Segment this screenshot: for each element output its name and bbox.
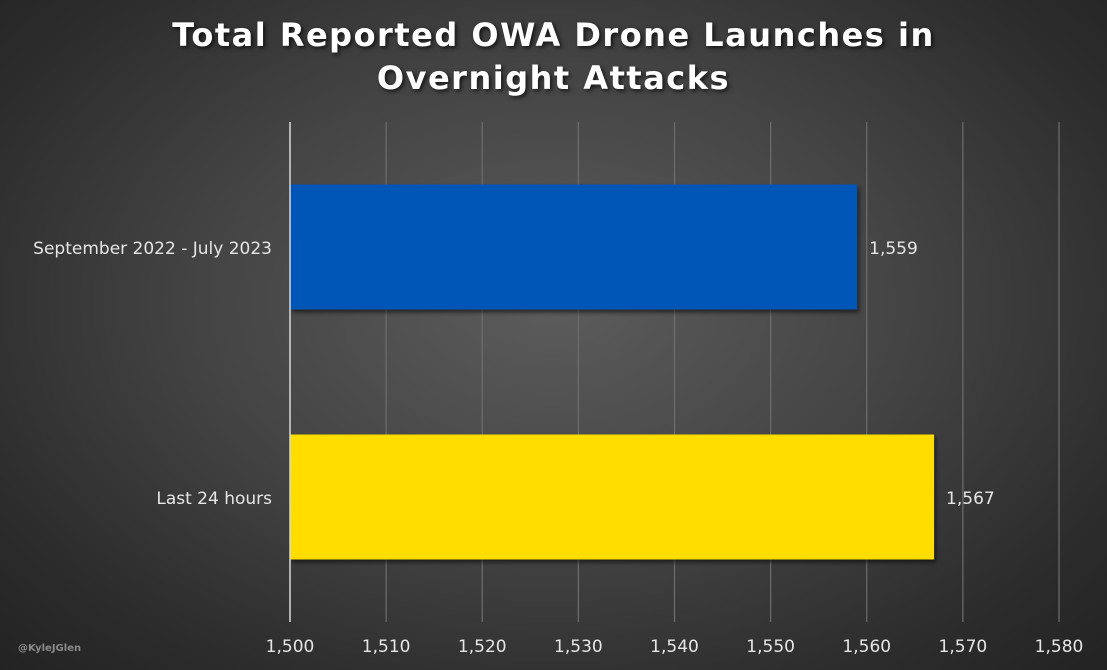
x-tick-label: 1,550 [746, 637, 795, 657]
bars [290, 184, 935, 560]
chart-title: Total Reported OWA Drone Launches in Ove… [0, 14, 1107, 100]
x-tick-label: 1,570 [939, 637, 988, 657]
x-tick-label: 1,560 [842, 637, 891, 657]
bar [290, 434, 935, 560]
data-label: 1,567 [946, 489, 995, 509]
x-tick-label: 1,510 [362, 637, 411, 657]
bar [290, 184, 858, 310]
data-label: 1,559 [869, 239, 918, 259]
x-tick-label: 1,540 [650, 637, 699, 657]
x-tick-label: 1,530 [554, 637, 603, 657]
chart-title-line-1: Total Reported OWA Drone Launches in [172, 16, 935, 54]
watermark: @KyleJGlen [18, 643, 82, 654]
x-tick-label: 1,500 [266, 637, 315, 657]
x-tick-label: 1,520 [458, 637, 507, 657]
category-label: Last 24 hours [156, 489, 272, 509]
chart-title-line-2: Overnight Attacks [376, 59, 731, 97]
labels: 1,500 1,510 1,520 1,530 1,540 1,550 1,560 1,570… [33, 239, 1083, 657]
category-label: September 2022 - July 2023 [33, 239, 272, 259]
x-tick-label: 1,580 [1035, 637, 1084, 657]
